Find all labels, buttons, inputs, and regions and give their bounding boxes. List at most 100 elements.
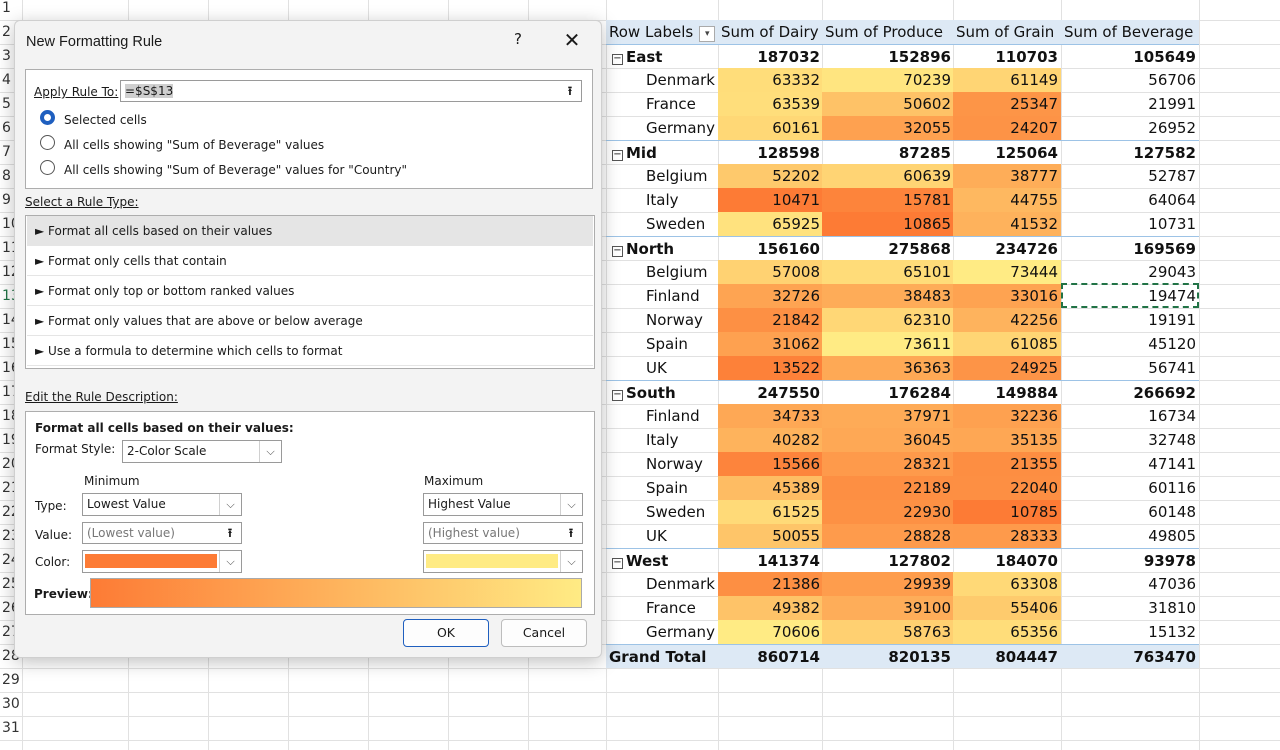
pivot-value-cell[interactable]: 36363 bbox=[822, 356, 953, 380]
pivot-value-cell[interactable]: 141374 bbox=[757, 552, 820, 570]
collapse-icon[interactable]: − bbox=[612, 245, 623, 257]
pivot-row-label[interactable]: Denmark bbox=[606, 68, 718, 92]
pivot-value-cell[interactable]: 47141 bbox=[1148, 455, 1196, 473]
format-style-select[interactable]: 2-Color Scale ⌵ bbox=[122, 440, 282, 463]
pivot-value-cell[interactable]: 55406 bbox=[953, 596, 1061, 620]
collapse-icon[interactable]: − bbox=[612, 53, 623, 65]
pivot-value-cell[interactable]: 22040 bbox=[953, 476, 1061, 500]
pivot-value-cell[interactable]: 61085 bbox=[953, 332, 1061, 356]
help-button[interactable]: ? bbox=[514, 30, 522, 48]
pivot-row-label[interactable]: Italy bbox=[606, 428, 718, 452]
pivot-value-cell[interactable]: 24925 bbox=[953, 356, 1061, 380]
pivot-value-cell[interactable]: 33016 bbox=[953, 284, 1061, 308]
pivot-row-label[interactable]: − North bbox=[606, 237, 718, 261]
pivot-value-cell[interactable]: 820135 bbox=[888, 648, 951, 666]
pivot-value-cell[interactable]: 70606 bbox=[718, 620, 822, 644]
pivot-value-cell[interactable]: 52787 bbox=[1148, 167, 1196, 185]
rule-type-item[interactable]: ► Format only top or bottom ranked value… bbox=[27, 276, 593, 306]
pivot-row-label[interactable]: Sweden bbox=[606, 212, 718, 236]
pivot-value-cell[interactable]: 63539 bbox=[718, 92, 822, 116]
pivot-value-cell[interactable]: 65925 bbox=[718, 212, 822, 236]
pivot-value-cell[interactable]: 60639 bbox=[822, 164, 953, 188]
pivot-value-cell[interactable]: 31810 bbox=[1148, 599, 1196, 617]
pivot-value-cell[interactable]: 93978 bbox=[1143, 552, 1196, 570]
radio-all-cells-beverage[interactable] bbox=[40, 135, 55, 150]
pivot-value-cell[interactable]: 45389 bbox=[718, 476, 822, 500]
pivot-value-cell[interactable]: 24207 bbox=[953, 116, 1061, 140]
pivot-value-cell[interactable]: 127802 bbox=[888, 552, 951, 570]
pivot-value-cell[interactable]: 26952 bbox=[1148, 119, 1196, 137]
pivot-value-cell[interactable]: 10785 bbox=[953, 500, 1061, 524]
pivot-value-cell[interactable]: 10731 bbox=[1148, 215, 1196, 233]
pivot-value-cell[interactable]: 15132 bbox=[1148, 623, 1196, 641]
pivot-value-cell[interactable]: 127582 bbox=[1133, 144, 1196, 162]
pivot-value-cell[interactable]: 38483 bbox=[822, 284, 953, 308]
pivot-row-label[interactable]: Denmark bbox=[606, 572, 718, 596]
pivot-row-label[interactable]: Germany bbox=[606, 116, 718, 140]
pivot-value-cell[interactable]: 128598 bbox=[757, 144, 820, 162]
pivot-value-cell[interactable]: 29043 bbox=[1148, 263, 1196, 281]
pivot-value-cell[interactable]: 110703 bbox=[995, 48, 1058, 66]
row-header[interactable]: 5 bbox=[2, 96, 11, 112]
pivot-value-cell[interactable]: 266692 bbox=[1133, 384, 1196, 402]
pivot-value-cell[interactable]: 21991 bbox=[1148, 95, 1196, 113]
pivot-value-cell[interactable]: 57008 bbox=[718, 260, 822, 284]
pivot-value-cell[interactable]: 28828 bbox=[822, 524, 953, 548]
pivot-value-cell[interactable]: 125064 bbox=[995, 144, 1058, 162]
pivot-value-cell[interactable]: 40282 bbox=[718, 428, 822, 452]
pivot-value-cell[interactable]: 187032 bbox=[757, 48, 820, 66]
pivot-value-cell[interactable]: 105649 bbox=[1133, 48, 1196, 66]
pivot-header-cell[interactable]: Sum of Dairy bbox=[718, 20, 822, 44]
pivot-value-cell[interactable]: 15781 bbox=[822, 188, 953, 212]
rule-type-item[interactable]: ► Use a formula to determine which cells… bbox=[27, 336, 593, 366]
pivot-value-cell[interactable]: 234726 bbox=[995, 240, 1058, 258]
collapse-dialog-icon[interactable]: ⭱ bbox=[568, 526, 574, 540]
pivot-value-cell[interactable]: 28333 bbox=[953, 524, 1061, 548]
row-header[interactable]: 4 bbox=[2, 72, 11, 88]
max-color-picker[interactable]: ⌵ bbox=[423, 550, 583, 573]
pivot-value-cell[interactable]: 32748 bbox=[1148, 431, 1196, 449]
pivot-value-cell[interactable]: 50602 bbox=[822, 92, 953, 116]
row-header[interactable]: 29 bbox=[2, 672, 20, 688]
pivot-value-cell[interactable]: 64064 bbox=[1148, 191, 1196, 209]
pivot-value-cell[interactable]: 22189 bbox=[822, 476, 953, 500]
pivot-value-cell[interactable]: 49805 bbox=[1148, 527, 1196, 545]
pivot-value-cell[interactable]: 804447 bbox=[995, 648, 1058, 666]
pivot-value-cell[interactable]: 275868 bbox=[888, 240, 951, 258]
collapse-icon[interactable]: − bbox=[612, 149, 623, 161]
pivot-value-cell[interactable]: 38777 bbox=[953, 164, 1061, 188]
apply-rule-to-input[interactable]: =$S$13 ⭱ bbox=[120, 80, 582, 102]
row-header[interactable]: 6 bbox=[2, 120, 11, 136]
pivot-value-cell[interactable]: 47036 bbox=[1148, 575, 1196, 593]
row-header[interactable]: 30 bbox=[2, 696, 20, 712]
active-cell-selection[interactable] bbox=[1061, 283, 1199, 308]
pivot-value-cell[interactable]: 32055 bbox=[822, 116, 953, 140]
pivot-value-cell[interactable]: 62310 bbox=[822, 308, 953, 332]
row-header[interactable]: 3 bbox=[2, 48, 11, 64]
pivot-value-cell[interactable]: 860714 bbox=[757, 648, 820, 666]
pivot-header-cell[interactable]: Sum of Grain bbox=[953, 20, 1061, 44]
pivot-value-cell[interactable]: 10471 bbox=[718, 188, 822, 212]
pivot-value-cell[interactable]: 19191 bbox=[1148, 311, 1196, 329]
pivot-value-cell[interactable]: 13522 bbox=[718, 356, 822, 380]
cancel-button[interactable]: Cancel bbox=[501, 619, 587, 647]
min-value-input[interactable]: (Lowest value) ⭱ bbox=[82, 522, 242, 544]
pivot-value-cell[interactable]: 21355 bbox=[953, 452, 1061, 476]
pivot-value-cell[interactable]: 42256 bbox=[953, 308, 1061, 332]
pivot-value-cell[interactable]: 50055 bbox=[718, 524, 822, 548]
pivot-value-cell[interactable]: 10865 bbox=[822, 212, 953, 236]
pivot-value-cell[interactable]: 60148 bbox=[1148, 503, 1196, 521]
radio-all-cells-beverage-country[interactable] bbox=[40, 160, 55, 175]
pivot-value-cell[interactable]: 39100 bbox=[822, 596, 953, 620]
max-type-select[interactable]: Highest Value ⌵ bbox=[423, 493, 583, 516]
pivot-value-cell[interactable]: 60161 bbox=[718, 116, 822, 140]
pivot-value-cell[interactable]: 149884 bbox=[995, 384, 1058, 402]
radio-selected-cells[interactable] bbox=[40, 110, 55, 125]
collapse-dialog-icon[interactable]: ⭱ bbox=[227, 526, 233, 540]
pivot-value-cell[interactable]: 31062 bbox=[718, 332, 822, 356]
pivot-value-cell[interactable]: 58763 bbox=[822, 620, 953, 644]
pivot-value-cell[interactable]: 21386 bbox=[718, 572, 822, 596]
pivot-value-cell[interactable]: 169569 bbox=[1133, 240, 1196, 258]
pivot-value-cell[interactable]: 61149 bbox=[953, 68, 1061, 92]
pivot-row-label[interactable]: Spain bbox=[606, 332, 718, 356]
